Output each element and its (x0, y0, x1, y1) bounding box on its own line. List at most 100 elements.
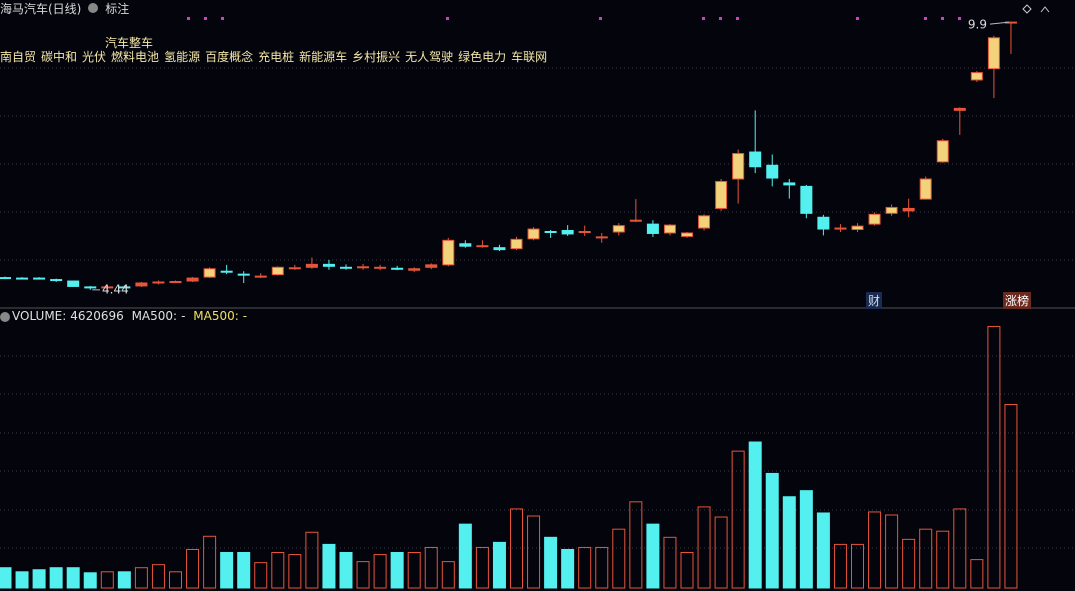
candle-body (271, 266, 284, 276)
concept-tag[interactable]: 南自贸 (0, 50, 37, 64)
volume-bar (441, 561, 455, 589)
low-label: 4.44 (102, 282, 129, 296)
candle-body (186, 277, 199, 282)
volume-bar (782, 496, 796, 589)
volume-bar (765, 472, 779, 589)
volume-bar (186, 548, 200, 589)
concept-tag[interactable]: 燃料电池 (111, 50, 160, 64)
volume-bar (885, 514, 899, 589)
candle-body (783, 182, 796, 186)
concept-tag[interactable]: 光伏 (82, 50, 107, 64)
concept-tag[interactable]: 百度概念 (205, 50, 254, 64)
candle-body (391, 267, 404, 270)
candle-body (868, 213, 881, 225)
candle-body (288, 267, 301, 270)
candle-body (919, 178, 932, 200)
candle-body (459, 243, 472, 247)
volume-bar (851, 543, 864, 589)
volume-bar (902, 538, 916, 589)
volume-bar (714, 516, 728, 589)
volume-bar (151, 564, 165, 589)
concept-tag[interactable]: 充电桩 (258, 50, 295, 64)
volume-bar (424, 546, 438, 589)
volume-bar (169, 571, 182, 589)
volume-bar (32, 569, 46, 589)
toolbar-icons[interactable] (1022, 4, 1050, 14)
candle-body (732, 153, 745, 180)
candle-body (16, 277, 29, 280)
candle-body (578, 230, 591, 233)
candle-body (33, 277, 46, 280)
header: 海马汽车(日线) 标注 (0, 0, 129, 17)
candle-body (322, 263, 335, 267)
volume-bar (373, 554, 387, 589)
candle-body (953, 107, 966, 111)
candle-body (646, 223, 659, 234)
candle-body (67, 280, 80, 287)
volume-bar (390, 551, 404, 589)
candle-body (612, 225, 625, 233)
candle-body (510, 238, 523, 250)
candle-body (681, 232, 693, 237)
stock-title: 海马汽车(日线) (0, 2, 82, 16)
concept-tags: 南自贸 碳中和 光伏 燃料电池 氢能源 百度概念 充电桩 新能源车 乡村振兴 无人驾驶 绿色电力 车联… (0, 48, 547, 65)
candle-body (544, 230, 557, 233)
ma-name: MA500: (131, 309, 178, 323)
candle-body (834, 227, 847, 230)
candle-body (629, 219, 642, 222)
candle-body (118, 286, 131, 289)
candle-body (408, 268, 421, 271)
volume-bar (271, 551, 285, 589)
annotate-button[interactable]: 标注 (105, 2, 130, 16)
volume-bar (595, 546, 609, 589)
volume-bar (49, 567, 63, 589)
menu-icon[interactable] (88, 3, 98, 13)
menu-icon[interactable] (0, 312, 10, 322)
volume-bar (475, 546, 489, 589)
concept-tag[interactable]: 新能源车 (299, 50, 348, 64)
ma-value: - (181, 309, 186, 323)
candle-body (340, 266, 352, 269)
ma-name: MA500: (193, 309, 239, 323)
volume-bar (237, 551, 251, 589)
candle-body (698, 215, 711, 229)
concept-tag[interactable]: 车联网 (511, 50, 548, 64)
candle-body (902, 207, 915, 212)
volume-bar (15, 571, 29, 589)
candle-body (135, 282, 148, 287)
volume-bar (1004, 403, 1018, 589)
concept-tag[interactable]: 无人驾驶 (405, 50, 454, 64)
marker[interactable]: 涨榜 (1003, 292, 1032, 309)
volume-bar (83, 572, 97, 589)
volume-value: 4620696 (70, 309, 124, 323)
candle-body (442, 239, 455, 266)
concept-tag[interactable]: 碳中和 (41, 50, 78, 64)
candle-body (0, 277, 11, 280)
candle-body (493, 247, 506, 251)
candle-body (970, 72, 983, 81)
label-pointer (989, 21, 1010, 25)
candle-body (800, 185, 813, 214)
volume-bar (697, 506, 711, 589)
volume-bar (0, 567, 12, 589)
volume-bar (987, 325, 1001, 589)
volume-bar (458, 523, 472, 589)
candle-body (987, 37, 1000, 70)
candle-body (152, 281, 165, 284)
volume-bar (612, 528, 626, 589)
event-dots (187, 17, 961, 20)
high-label: 9.9 (968, 18, 987, 32)
volume-bar (663, 536, 677, 589)
candle-body (749, 151, 762, 168)
volume-bar (305, 531, 319, 589)
marker[interactable]: 财 (866, 292, 883, 309)
candle-body (527, 228, 540, 240)
candle-body (851, 225, 864, 231)
volume-bar (134, 567, 148, 589)
volume-bar (339, 551, 353, 589)
volume-bar (919, 528, 933, 589)
concept-tag[interactable]: 乡村振兴 (352, 50, 401, 64)
concept-tag[interactable]: 氢能源 (164, 50, 201, 64)
concept-tag[interactable]: 绿色电力 (458, 50, 507, 64)
